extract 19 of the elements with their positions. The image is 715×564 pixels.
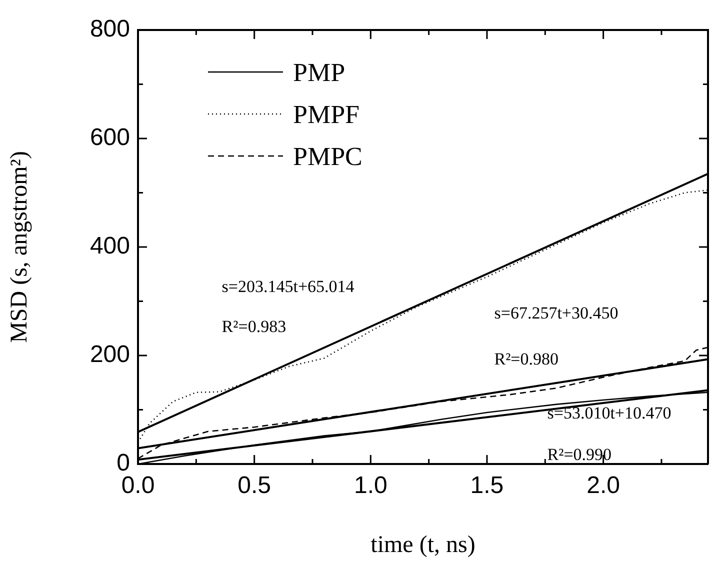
annotation: s=203.145t+65.014	[222, 276, 355, 296]
x-tick-label: 0.5	[238, 472, 272, 500]
annotation: s=67.257t+30.450	[494, 304, 618, 323]
legend-label: PMPC	[293, 142, 362, 171]
x-tick-label: 2.0	[586, 472, 620, 500]
x-tick-label: 1.5	[470, 472, 504, 500]
annotation: R²=0.983	[222, 316, 286, 336]
legend-label: PMPF	[293, 100, 360, 129]
annotation: R²=0.990	[547, 444, 612, 464]
y-tick-label: 800	[90, 16, 130, 43]
y-axis-title: MSD (s, angstrom²)	[6, 151, 33, 343]
y-tick-label: 600	[90, 124, 130, 152]
annotation: R²=0.980	[494, 349, 559, 368]
legend-label: PMP	[293, 58, 346, 87]
x-tick-label: 1.0	[354, 472, 388, 500]
y-tick-label: 400	[90, 232, 130, 260]
annotation: s=53.010t+10.470	[547, 404, 672, 423]
x-axis-title: time (t, ns)	[370, 532, 476, 558]
y-tick-label: 200	[90, 341, 130, 368]
